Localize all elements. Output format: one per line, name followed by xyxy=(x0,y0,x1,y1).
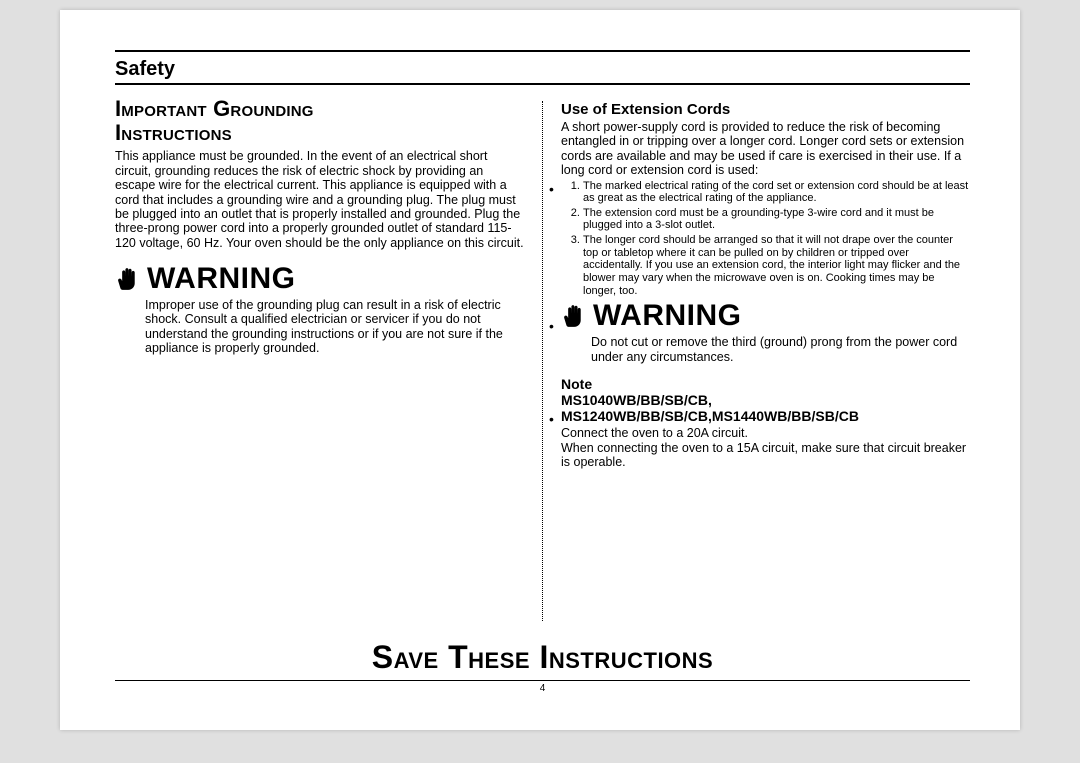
manual-page: Safety Important Grounding Instructions … xyxy=(60,10,1020,730)
page-number: 4 xyxy=(115,683,970,694)
heading-line-2: Instructions xyxy=(115,120,232,145)
warning-left-header: WARNING xyxy=(115,262,524,296)
save-instructions: Save These Instructions xyxy=(115,639,970,676)
note-label: Note xyxy=(561,376,970,392)
top-rule xyxy=(115,50,970,52)
note-block: • Note MS1040WB/BB/SB/CB, MS1240WB/BB/SB… xyxy=(561,376,970,469)
warning-body-left: Improper use of the grounding plug can r… xyxy=(115,298,524,356)
hand-icon xyxy=(561,303,587,329)
list-item: The extension cord must be a grounding-t… xyxy=(583,207,970,232)
column-divider xyxy=(542,101,543,621)
note-body-2: When connecting the oven to a 15A circui… xyxy=(561,441,970,470)
heading-line-1: Important Grounding xyxy=(115,96,314,121)
note-body-1: Connect the oven to a 20A circuit. xyxy=(561,426,970,440)
extension-body: A short power-supply cord is provided to… xyxy=(561,120,970,178)
grounding-body: This appliance must be grounded. In the … xyxy=(115,149,524,250)
extension-list: The marked electrical rating of the cord… xyxy=(561,180,970,298)
list-item: The longer cord should be arranged so th… xyxy=(583,234,970,297)
section-header: Safety xyxy=(115,58,970,81)
note-models: MS1040WB/BB/SB/CB, MS1240WB/BB/SB/CB,MS1… xyxy=(561,392,970,424)
list-item: The marked electrical rating of the cord… xyxy=(583,180,970,205)
warning-right-header: WARNING xyxy=(561,299,970,333)
header-rule xyxy=(115,83,970,85)
content-columns: Important Grounding Instructions This ap… xyxy=(115,95,970,621)
warning-label-right: WARNING xyxy=(593,299,742,333)
left-column: Important Grounding Instructions This ap… xyxy=(115,95,524,621)
grounding-heading: Important Grounding Instructions xyxy=(115,97,524,145)
footer-rule xyxy=(115,680,970,681)
extension-heading: Use of Extension Cords xyxy=(561,101,970,118)
right-column: Use of Extension Cords A short power-sup… xyxy=(561,95,970,621)
bullet-dot-3: • xyxy=(549,412,554,426)
warning-body-right: Do not cut or remove the third (ground) … xyxy=(561,335,970,364)
hand-icon xyxy=(115,266,141,292)
bullet-dot-2: • xyxy=(549,319,554,333)
bullet-dot-1: • xyxy=(549,182,554,196)
warning-label-left: WARNING xyxy=(147,262,296,296)
